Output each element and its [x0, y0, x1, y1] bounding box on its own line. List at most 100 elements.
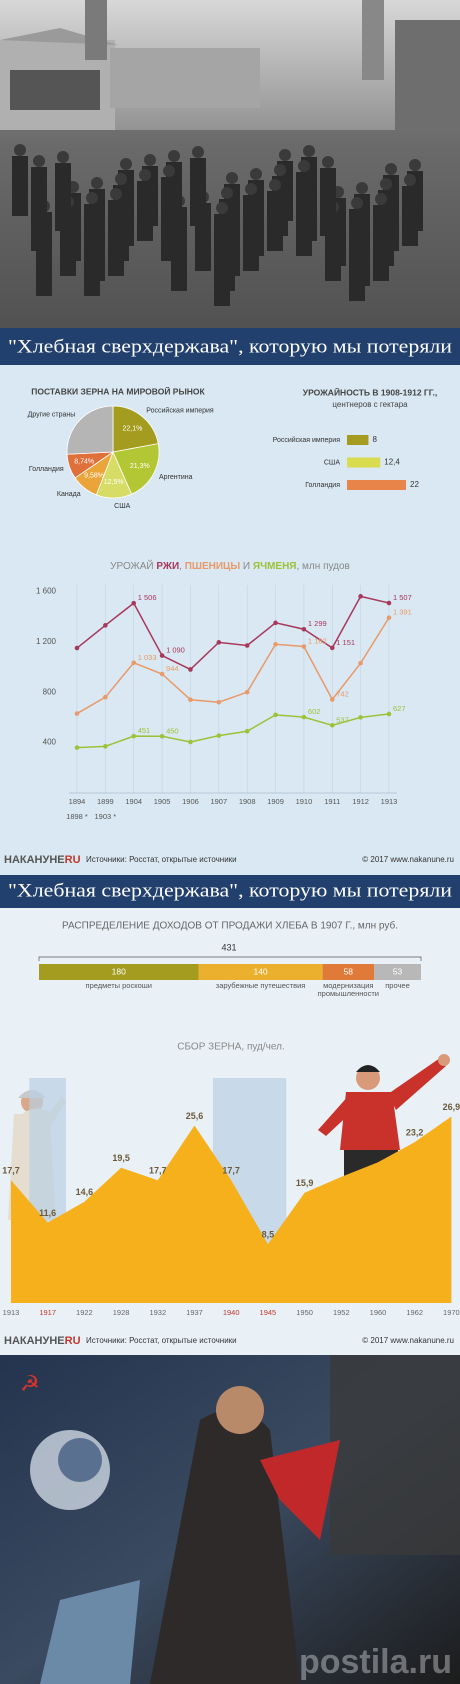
x-tick-label: 1905 [154, 797, 171, 806]
value-label: 19,5 [112, 1153, 130, 1163]
bar [347, 435, 369, 445]
emblem: ☭ [20, 1371, 40, 1396]
copyright: © 2017 www.nakanune.ru [362, 1336, 454, 1345]
chart-title: УРОЖАЙНОСТЬ В 1908-1912 ГГ., [303, 386, 437, 397]
bar-label: США [324, 459, 340, 466]
value-label: 8,5 [262, 1229, 275, 1239]
value-label: 22 [410, 480, 419, 489]
value-label: 17,7 [222, 1166, 240, 1176]
x-tick-label: 1913 [381, 797, 398, 806]
bar-segment [198, 964, 323, 980]
point [159, 733, 165, 739]
x-tick-label: 1962 [406, 1308, 423, 1317]
point [386, 711, 392, 717]
slice-label: 22,1% [122, 426, 142, 433]
slice-label: 21,3% [130, 463, 150, 470]
point [301, 626, 307, 632]
source: Источники: Росстат, открытые источники [86, 855, 237, 864]
x-tick-label: 1894 [69, 797, 86, 806]
x-tick-label: 1932 [149, 1308, 166, 1317]
logo-suffix: RU [65, 1335, 81, 1347]
point [74, 645, 80, 651]
watermark: postila.ru [299, 1643, 452, 1681]
bar [347, 480, 406, 490]
title-text: И [240, 561, 253, 572]
x-tick-label: 1899 [97, 797, 114, 806]
x-tick-label: 1960 [370, 1308, 387, 1317]
x-tick-label: 1922 [76, 1308, 93, 1317]
chart-subtitle: центнеров с гектара [332, 400, 408, 409]
value-label: 25,6 [186, 1111, 204, 1121]
bar-segment [322, 964, 375, 980]
point [216, 733, 222, 738]
y-tick-label: 1 200 [36, 637, 57, 646]
legend-entry: ПШЕНИЦЫ [185, 561, 241, 572]
logo-suffix: RU [65, 854, 81, 866]
chart-title: ПОСТАВКИ ЗЕРНА НА МИРОВОЙ РЫНОК [31, 385, 205, 396]
value-label: 180 [112, 966, 126, 976]
point [301, 644, 307, 649]
x-tick-label: 1952 [333, 1308, 350, 1317]
pie-slice [112, 405, 159, 453]
logo-text: НАКАНУНЕ [4, 854, 65, 866]
x-tick-label: 1917 [39, 1308, 56, 1317]
legend-entry: модернизация промышленности [317, 982, 379, 998]
x-tick-label: 1945 [260, 1308, 277, 1317]
point [188, 739, 193, 745]
x-tick-label: 1907 [210, 797, 227, 806]
legend-entry: предметы роскоши [85, 982, 152, 990]
value-label: 17,7 [2, 1166, 20, 1176]
slice-name: Канада [57, 491, 81, 498]
value-label: 12,4 [384, 458, 400, 467]
point [329, 723, 335, 728]
value-label: 11,6 [39, 1208, 56, 1218]
x-tick-label: 1909 [267, 797, 284, 806]
point [358, 660, 363, 666]
legend-entry: ЯЧМЕНЯ [253, 561, 297, 572]
value-label: 58 [344, 966, 354, 976]
x-tick-label: 1906 [182, 797, 199, 806]
point [103, 694, 108, 700]
slice-name: США [114, 503, 130, 510]
value-label: 1 162 [308, 637, 327, 646]
slice-name: Другие страны [28, 412, 76, 419]
footer: НАКАНУНЕRU Источники: Росстат, открытые … [4, 1335, 454, 1347]
value-label: 451 [138, 726, 151, 735]
bar-label: Российская империя [273, 436, 341, 444]
value-label: 1 151 [336, 638, 355, 647]
point [386, 600, 392, 606]
point [131, 600, 137, 606]
value-label: 944 [166, 664, 179, 673]
point [301, 714, 307, 720]
title-unit: , млн пудов [297, 561, 350, 572]
footer: НАКАНУНЕRU Источники: Росстат, открытые … [4, 854, 454, 866]
slice-label: 12,5% [104, 479, 124, 486]
point [103, 623, 108, 628]
bar-segment [374, 964, 421, 980]
x-tick-label: 1904 [125, 797, 142, 806]
point [188, 697, 193, 703]
point [244, 643, 250, 648]
bar-segment [39, 964, 199, 980]
x-tick-label: 1908 [239, 797, 256, 806]
x-tick-label: 1950 [296, 1308, 313, 1317]
point [74, 745, 80, 750]
y-tick-label: 800 [43, 687, 57, 696]
x-tick-label: 1912 [352, 797, 369, 806]
x-note: 1898 * [66, 812, 88, 821]
line [76, 595, 390, 671]
x-tick-label: 1928 [113, 1308, 130, 1317]
banner [0, 875, 460, 908]
chart-title: СБОР ЗЕРНА, пуд/чел. [177, 1042, 284, 1053]
x-note: 1903 * [95, 812, 117, 821]
banner [0, 328, 460, 365]
point [131, 660, 137, 666]
x-tick-label: 1970 [443, 1308, 460, 1317]
value-label: 140 [253, 966, 267, 976]
logo: НАКАНУНЕRU [4, 854, 81, 866]
logo: НАКАНУНЕRU [4, 1335, 81, 1347]
line [76, 617, 390, 715]
legend-entry: РЖИ [156, 561, 179, 572]
point [159, 671, 165, 677]
point [216, 699, 222, 705]
